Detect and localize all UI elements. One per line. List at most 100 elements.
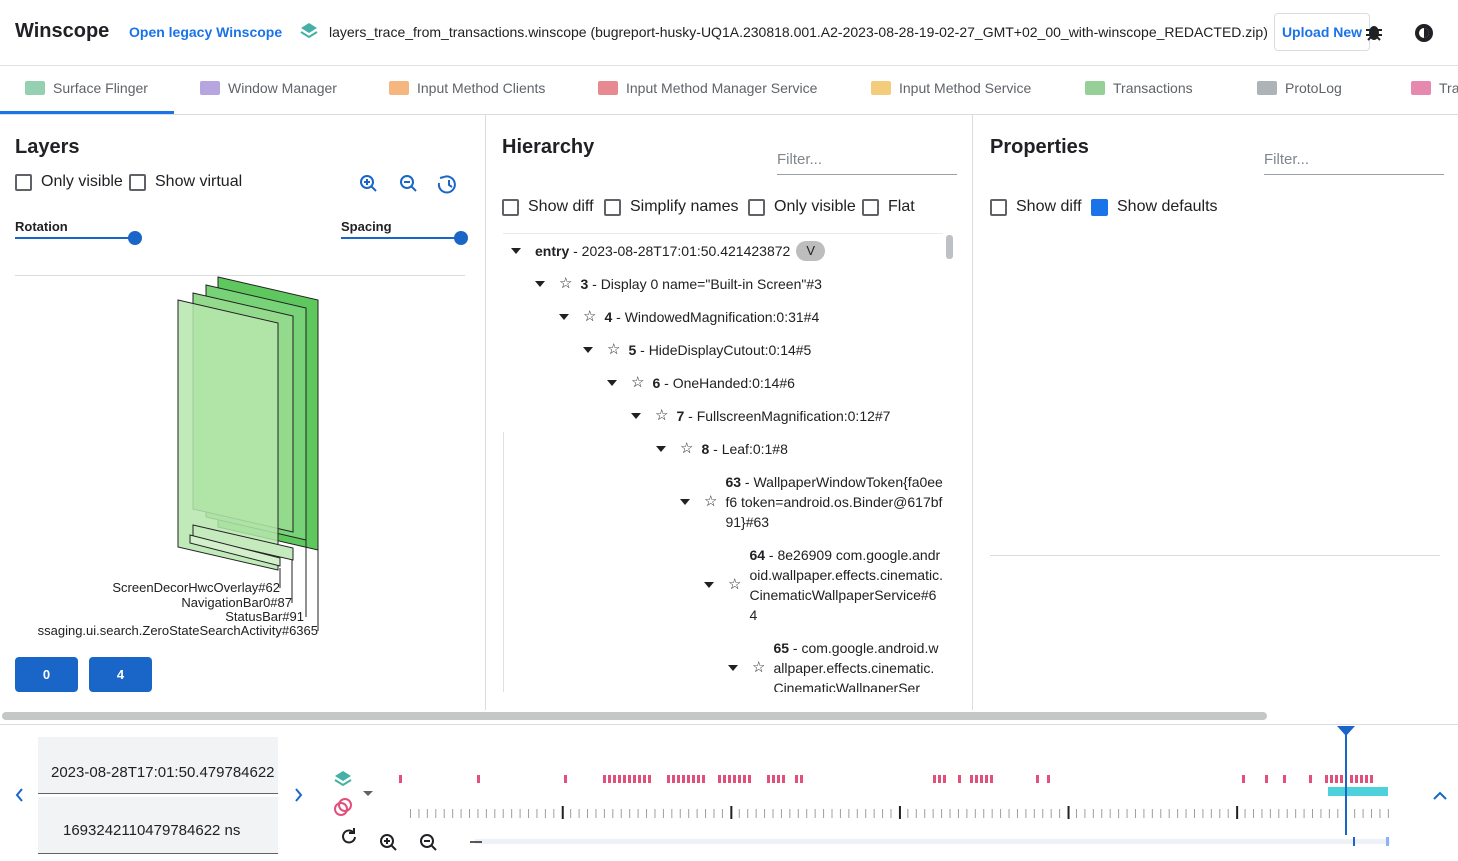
transaction-entry bbox=[1036, 775, 1039, 783]
transaction-entry bbox=[728, 775, 731, 783]
layer-entry bbox=[1059, 809, 1061, 818]
filter-input[interactable]: Filter... bbox=[1264, 151, 1444, 175]
horizontal-scrollbar[interactable] bbox=[2, 712, 1267, 720]
tree-node[interactable]: ☆ 7 - FullscreenMagnification:0:12#7 bbox=[503, 399, 943, 432]
display-button[interactable]: 0 bbox=[15, 657, 78, 692]
layer-entry bbox=[1118, 809, 1120, 818]
bug-icon[interactable] bbox=[1364, 22, 1384, 42]
layer-entry bbox=[882, 809, 884, 818]
expand-arrow[interactable] bbox=[704, 581, 714, 588]
tab-bar bbox=[0, 65, 1458, 115]
sliders[interactable] bbox=[15, 230, 475, 246]
layer-entry bbox=[1354, 809, 1356, 818]
checkbox-box bbox=[990, 198, 1007, 216]
transaction-entry bbox=[1309, 775, 1312, 783]
tab[interactable]: Tra bbox=[1411, 80, 1458, 96]
layer-entry bbox=[410, 809, 411, 818]
transaction-entry bbox=[990, 775, 993, 783]
layer-entry bbox=[561, 806, 564, 819]
star-icon: ☆ bbox=[680, 439, 694, 457]
legacy-link[interactable]: Open legacy Winscope bbox=[129, 24, 283, 40]
tree-node[interactable]: ☆ 6 - OneHanded:0:14#6 bbox=[503, 366, 943, 399]
node-label: 64 - 8e26909 com.google.android.wallpape… bbox=[749, 546, 943, 623]
transaction-entry bbox=[603, 775, 606, 783]
tab[interactable]: Transactions bbox=[1085, 80, 1193, 96]
layer-entry bbox=[831, 809, 833, 818]
zoom-controls[interactable] bbox=[358, 172, 460, 196]
tab[interactable]: Surface Flinger bbox=[25, 80, 148, 96]
tab[interactable]: Input Method Clients bbox=[389, 80, 545, 96]
panel-title: Hierarchy bbox=[502, 136, 595, 158]
layer-entry bbox=[705, 809, 707, 818]
expand-arrow[interactable] bbox=[680, 498, 690, 505]
layer-entry bbox=[1328, 809, 1330, 818]
tree-node[interactable]: ☆ 3 - Display 0 name="Built-in Screen"#3 bbox=[503, 267, 943, 300]
layer-entry bbox=[949, 809, 951, 818]
divider bbox=[485, 115, 486, 710]
checkbox[interactable]: Show diff bbox=[502, 198, 594, 216]
layer-entry bbox=[1185, 809, 1187, 818]
file-name: layers_trace_from_transactions.winscope … bbox=[329, 24, 1268, 40]
checkbox[interactable]: Show defaults bbox=[1091, 198, 1218, 216]
tree-node[interactable]: ☆ 63 - WallpaperWindowToken{fa0eef6 token… bbox=[503, 465, 943, 538]
checkbox[interactable]: Only visible bbox=[15, 173, 123, 191]
checkbox[interactable]: Flat bbox=[862, 198, 915, 216]
layer-entry bbox=[780, 809, 782, 818]
transaction-entry bbox=[743, 775, 746, 783]
layer-entry bbox=[890, 809, 892, 818]
expand-arrow[interactable] bbox=[656, 445, 666, 452]
layer-entry bbox=[747, 809, 749, 818]
display-button[interactable]: 4 bbox=[89, 657, 152, 692]
timestamp[interactable]: 2023-08-28T17:01:50.479784622 bbox=[51, 764, 275, 781]
tree-node[interactable]: entry - 2023-08-28T17:01:50.421423872 V bbox=[503, 234, 943, 267]
expand-arrow[interactable] bbox=[535, 280, 545, 287]
layer-entry bbox=[814, 809, 816, 818]
expand-arrow[interactable] bbox=[583, 346, 593, 353]
filter-input[interactable]: Filter... bbox=[777, 151, 957, 175]
slider-label: Rotation bbox=[15, 219, 68, 234]
checkbox[interactable]: Show diff bbox=[990, 198, 1082, 216]
tree-node[interactable]: ☆ 64 - 8e26909 com.google.android.wallpap… bbox=[503, 538, 943, 631]
tree-node[interactable]: ☆ 4 - WindowedMagnification:0:31#4 bbox=[503, 300, 943, 333]
tree-node[interactable]: ☆ 8 - Leaf:0:1#8 bbox=[503, 432, 943, 465]
expand-arrow[interactable] bbox=[607, 379, 617, 386]
layer-entry bbox=[713, 809, 715, 818]
transaction-entry bbox=[958, 775, 961, 783]
transaction-entry bbox=[795, 775, 798, 783]
expand-arrow[interactable] bbox=[728, 664, 738, 671]
scrollbar[interactable] bbox=[946, 235, 953, 259]
layer-entry bbox=[688, 809, 690, 818]
upload-button[interactable]: Upload New bbox=[1274, 13, 1370, 51]
tab[interactable]: ProtoLog bbox=[1257, 80, 1342, 96]
layer-entry bbox=[595, 809, 597, 818]
checkbox[interactable]: Show virtual bbox=[129, 173, 242, 191]
expand-arrow[interactable] bbox=[559, 313, 569, 320]
tree-node[interactable]: ☆ 5 - HideDisplayCutout:0:14#5 bbox=[503, 333, 943, 366]
theme-icon[interactable] bbox=[1413, 22, 1435, 44]
tree-node[interactable]: ☆ 65 - com.google.android.wallpaper.effec… bbox=[503, 631, 943, 692]
transaction-entry bbox=[782, 775, 785, 783]
layer-entry bbox=[932, 809, 934, 818]
timestamp-ns[interactable]: 1693242110479784622 ns bbox=[63, 822, 241, 839]
layer-entry bbox=[1160, 809, 1162, 818]
checkbox-box bbox=[862, 198, 879, 216]
transaction-entry bbox=[1242, 775, 1245, 783]
tab[interactable]: Window Manager bbox=[200, 80, 337, 96]
expand-arrow[interactable] bbox=[631, 412, 641, 419]
ns-box[interactable]: 1693242110479784622 ns bbox=[38, 797, 278, 854]
checkbox[interactable]: Simplify names bbox=[604, 198, 738, 216]
tab[interactable]: Input Method Service bbox=[871, 80, 1031, 96]
layer-label: ScreenDecorHwcOverlay#62 bbox=[112, 580, 280, 595]
checkbox-box bbox=[748, 198, 765, 216]
tab-icon bbox=[25, 81, 45, 95]
timestamp-box[interactable]: 2023-08-28T17:01:50.479784622 bbox=[38, 737, 278, 794]
layer-entry bbox=[1033, 809, 1035, 818]
layer-entry bbox=[966, 809, 968, 818]
transaction-entry bbox=[628, 775, 631, 783]
checkbox[interactable]: Only visible bbox=[748, 198, 856, 216]
tab[interactable]: Input Method Manager Service bbox=[598, 80, 817, 96]
layer-entry bbox=[1193, 809, 1195, 818]
layer-entry bbox=[511, 809, 513, 818]
expand-arrow[interactable] bbox=[511, 247, 521, 254]
layer-entry bbox=[1143, 809, 1145, 818]
